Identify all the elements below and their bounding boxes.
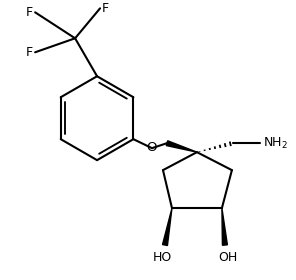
Text: HO: HO xyxy=(152,251,172,264)
Text: NH$_2$: NH$_2$ xyxy=(263,136,288,151)
Polygon shape xyxy=(163,208,172,246)
Text: F: F xyxy=(102,2,109,15)
Polygon shape xyxy=(166,141,197,152)
Text: F: F xyxy=(26,6,33,19)
Polygon shape xyxy=(222,208,227,245)
Text: OH: OH xyxy=(218,251,237,264)
Text: O: O xyxy=(147,141,157,154)
Text: F: F xyxy=(26,46,33,59)
